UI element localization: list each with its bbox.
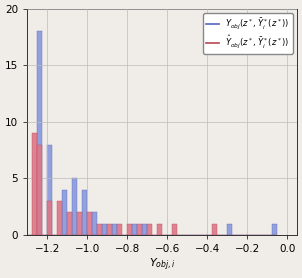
Bar — [117, 224, 122, 235]
Legend: $Y_{obj}(z^*, \bar{Y}_i^*(z^*))$, $\hat{Y}_{obj}(z^*, \bar{Y}_i^*(z^*))$: $Y_{obj}(z^*, \bar{Y}_i^*(z^*))$, $\hat{… — [203, 13, 293, 54]
Bar — [227, 224, 232, 235]
Bar — [142, 224, 147, 235]
Bar — [127, 224, 132, 235]
Bar — [62, 190, 67, 235]
Bar — [272, 224, 277, 235]
Bar — [112, 224, 117, 235]
Bar — [107, 224, 112, 235]
Bar — [37, 145, 42, 235]
Bar — [132, 224, 137, 235]
Bar — [72, 178, 77, 235]
Bar — [147, 224, 152, 235]
Bar — [82, 190, 87, 235]
Bar — [87, 212, 92, 235]
Bar — [32, 133, 37, 235]
Bar — [92, 212, 97, 235]
Bar — [77, 212, 82, 235]
Bar — [47, 201, 52, 235]
Bar — [57, 201, 62, 235]
X-axis label: $Y_{obj,i}$: $Y_{obj,i}$ — [149, 257, 175, 273]
Bar — [212, 224, 217, 235]
Bar — [172, 224, 177, 235]
Bar — [157, 224, 162, 235]
Bar — [137, 224, 142, 235]
Bar — [67, 212, 72, 235]
Bar — [47, 145, 52, 235]
Bar — [37, 31, 42, 235]
Bar — [97, 224, 102, 235]
Bar — [102, 224, 107, 235]
